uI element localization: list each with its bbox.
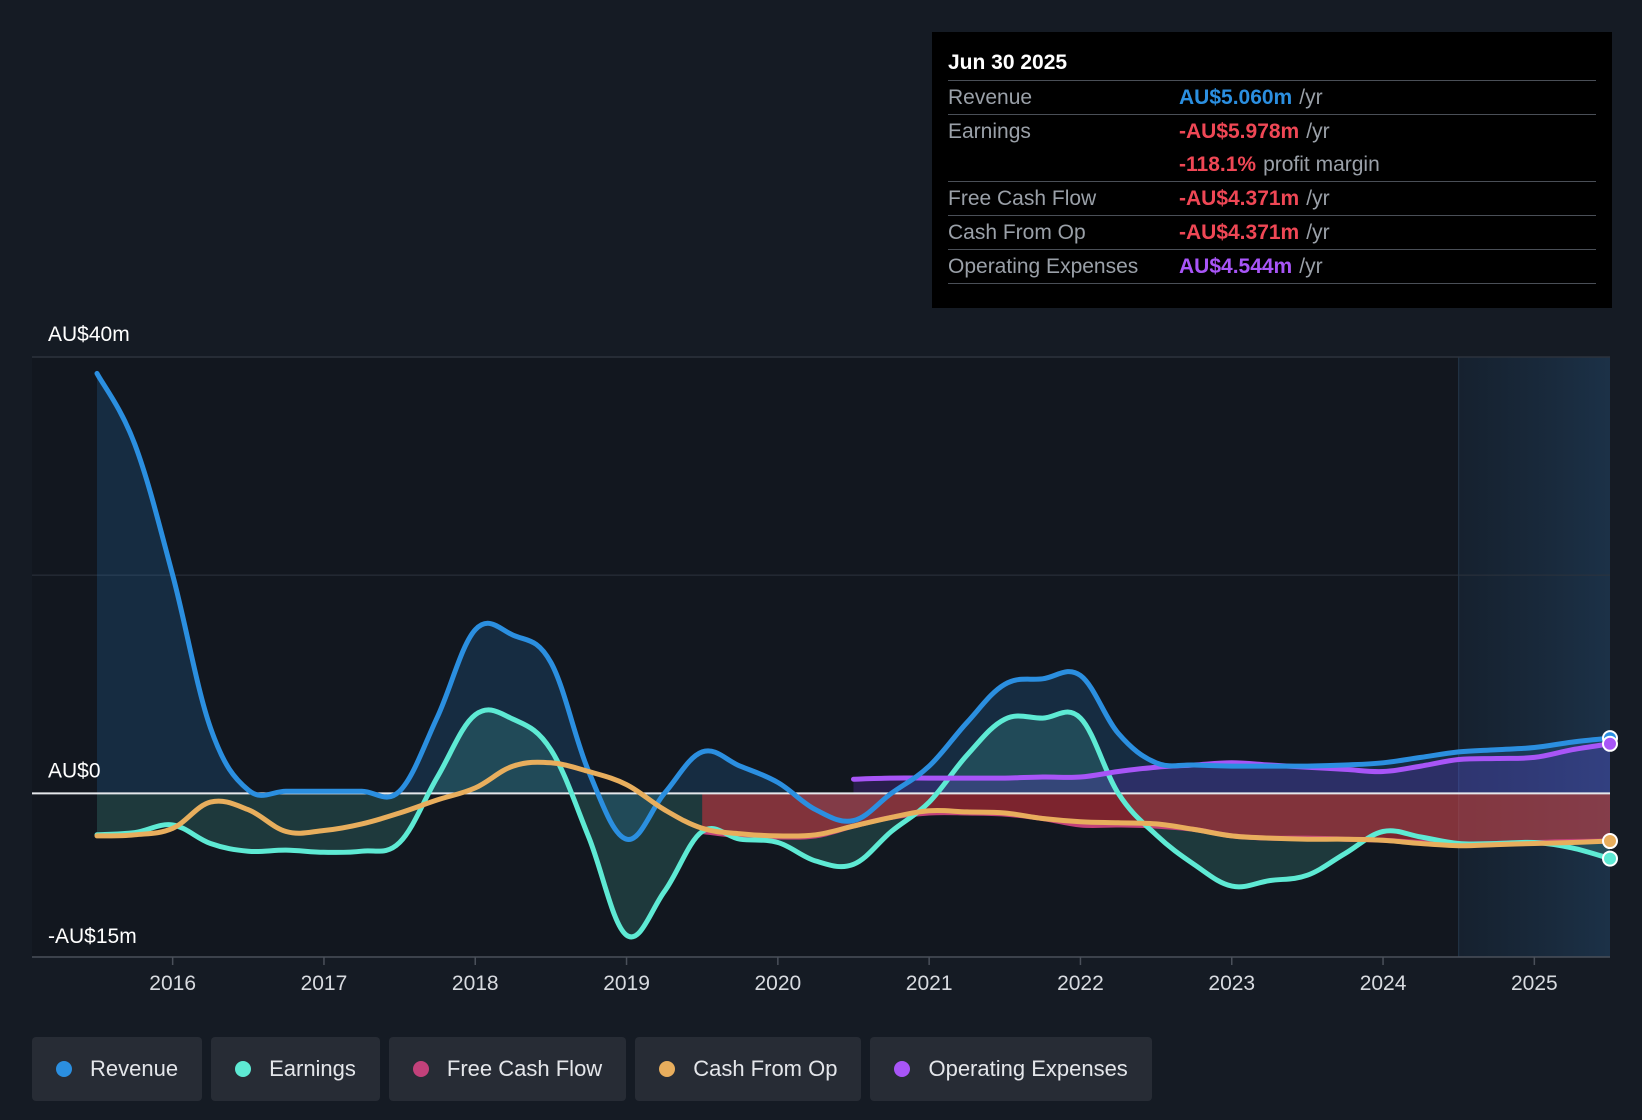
x-tick-label: 2020	[754, 972, 801, 995]
y-tick-label: AU$40m	[48, 323, 130, 346]
tooltip-row-profit-margin: -118.1% profit margin	[948, 148, 1596, 181]
legend-label: Revenue	[90, 1056, 179, 1081]
y-tick-label: AU$0	[48, 759, 101, 782]
legend-dot-icon	[56, 1061, 72, 1077]
point-operating-expenses	[1602, 735, 1618, 752]
tooltip-value: -AU$4.371m	[1179, 220, 1300, 244]
x-tick-label: 2017	[301, 972, 348, 995]
tooltip-label: Free Cash Flow	[948, 186, 1097, 210]
tooltip-unit: profit margin	[1263, 152, 1380, 176]
tooltip-label: Revenue	[948, 85, 1033, 109]
x-tick-label: 2021	[906, 972, 953, 995]
tooltip-label: Cash From Op	[948, 220, 1086, 244]
forecast-shade	[1458, 357, 1610, 957]
legend-item-operating-expenses[interactable]: Operating Expenses	[870, 1037, 1152, 1101]
x-tick-label: 2016	[149, 972, 196, 995]
tooltip-value: AU$4.544m	[1179, 254, 1293, 278]
tooltip-row-free-cash-flow: Free Cash Flow -AU$4.371m /yr	[948, 181, 1596, 215]
legend-label: Operating Expenses	[928, 1056, 1128, 1081]
tooltip-row-operating-expenses: Operating Expenses AU$4.544m /yr	[948, 249, 1596, 283]
tooltip-unit: /yr	[1306, 119, 1330, 143]
x-tick-label: 2025	[1511, 972, 1558, 995]
legend-dot-icon	[412, 1061, 429, 1077]
legend: Revenue Earnings Free Cash Flow Cash Fro…	[32, 1037, 1152, 1101]
tooltip-row-revenue: Revenue AU$5.060m /yr	[948, 80, 1596, 114]
tooltip-label: Operating Expenses	[948, 254, 1139, 278]
tooltip-value: -AU$4.371m	[1179, 186, 1300, 210]
legend-item-earnings[interactable]: Earnings	[211, 1037, 380, 1101]
legend-item-cash-from-op[interactable]: Cash From Op	[635, 1037, 862, 1101]
x-tick-label: 2019	[603, 972, 650, 995]
tooltip-value: AU$5.060m	[1179, 85, 1293, 109]
tooltip-unit: /yr	[1299, 254, 1323, 278]
tooltip-row-earnings: Earnings -AU$5.978m /yr	[948, 114, 1596, 148]
tooltip-row-cash-from-op: Cash From Op -AU$4.371m /yr	[948, 215, 1596, 249]
area-revenue	[97, 373, 1610, 840]
x-tick-label: 2018	[452, 972, 499, 995]
legend-label: Earnings	[269, 1056, 356, 1081]
legend-dot-icon	[894, 1061, 911, 1077]
tooltip-unit: /yr	[1306, 220, 1330, 244]
tooltip-label: Earnings	[948, 119, 1031, 143]
legend-dot-icon	[235, 1061, 252, 1077]
line-cash-from-op	[94, 759, 1613, 849]
tooltip-unit: /yr	[1299, 85, 1323, 109]
point-earnings	[1602, 850, 1618, 867]
plot-background	[32, 357, 1610, 957]
y-tick-label: -AU$15m	[48, 925, 137, 948]
tooltip-panel: Jun 30 2025 Revenue AU$5.060m /yr Earnin…	[932, 32, 1612, 308]
x-tick-label: 2024	[1360, 972, 1407, 995]
line-operating-expenses	[851, 741, 1613, 782]
x-tick-label: 2022	[1057, 972, 1104, 995]
tooltip-divider	[948, 283, 1596, 285]
tooltip-value: -118.1%	[1179, 152, 1257, 176]
legend-item-revenue[interactable]: Revenue	[32, 1037, 203, 1101]
point-cash-from-op	[1602, 833, 1618, 850]
x-tick-label: 2023	[1208, 972, 1255, 995]
legend-label: Free Cash Flow	[446, 1056, 603, 1081]
legend-item-free-cash-flow[interactable]: Free Cash Flow	[388, 1037, 627, 1101]
line-revenue	[94, 370, 1613, 842]
legend-label: Cash From Op	[693, 1056, 838, 1081]
tooltip-unit: /yr	[1306, 186, 1330, 210]
tooltip-date: Jun 30 2025	[948, 51, 1068, 74]
tooltip-value: -AU$5.978m	[1179, 119, 1300, 143]
line-earnings	[94, 707, 1613, 940]
legend-dot-icon	[659, 1061, 676, 1077]
